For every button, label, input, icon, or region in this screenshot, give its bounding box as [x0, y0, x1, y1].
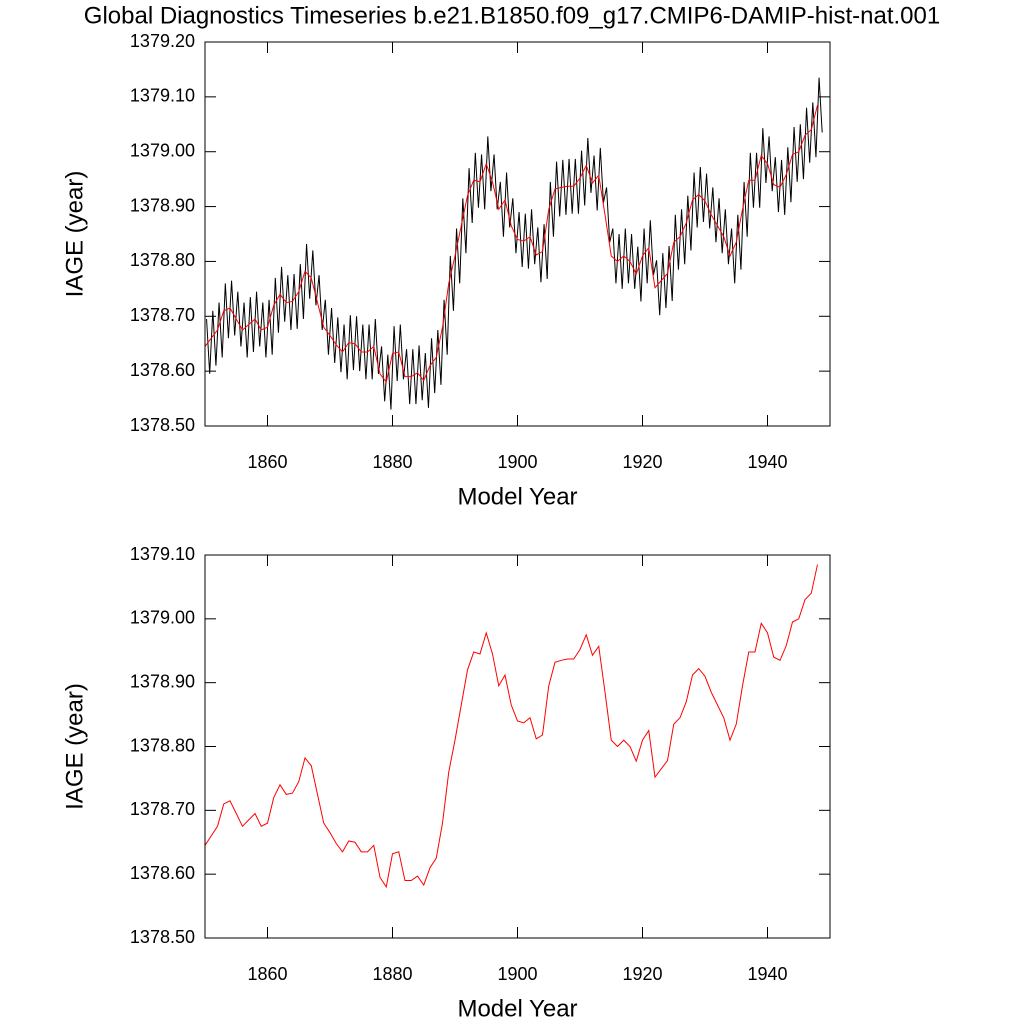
x-tick-label: 1860 — [247, 452, 287, 472]
y-tick-label: 1378.60 — [130, 863, 195, 883]
data-line — [206, 77, 823, 410]
x-tick-label: 1860 — [247, 964, 287, 984]
x-tick-label: 1920 — [622, 964, 662, 984]
y-tick-label: 1378.70 — [130, 305, 195, 325]
y-tick-label: 1378.90 — [130, 671, 195, 691]
y-tick-label: 1378.50 — [130, 927, 195, 947]
data-line — [204, 104, 818, 384]
y-tick-label: 1379.00 — [130, 608, 195, 628]
y-tick-label: 1379.10 — [130, 544, 195, 564]
x-tick-label: 1900 — [497, 964, 537, 984]
y-tick-label: 1378.50 — [130, 415, 195, 435]
y-tick-label: 1379.00 — [130, 140, 195, 160]
x-tick-label: 1940 — [747, 452, 787, 472]
y-tick-label: 1378.80 — [130, 735, 195, 755]
figure-title: Global Diagnostics Timeseries b.e21.B185… — [84, 2, 940, 29]
y-tick-label: 1378.80 — [130, 250, 195, 270]
y-tick-label: 1379.10 — [130, 86, 195, 106]
y-axis-title: IAGE (year) — [61, 683, 88, 810]
x-tick-label: 1880 — [372, 964, 412, 984]
y-tick-label: 1379.20 — [130, 31, 195, 51]
x-tick-label: 1920 — [622, 452, 662, 472]
x-axis-title: Model Year — [457, 483, 577, 510]
y-tick-label: 1378.70 — [130, 799, 195, 819]
x-tick-label: 1880 — [372, 452, 412, 472]
x-tick-label: 1940 — [747, 964, 787, 984]
data-line — [204, 564, 818, 889]
y-tick-label: 1378.90 — [130, 195, 195, 215]
x-tick-label: 1900 — [497, 452, 537, 472]
y-axis-title: IAGE (year) — [61, 171, 88, 298]
x-axis-title: Model Year — [457, 995, 577, 1022]
y-tick-label: 1378.60 — [130, 360, 195, 380]
plot-frame — [204, 554, 831, 939]
